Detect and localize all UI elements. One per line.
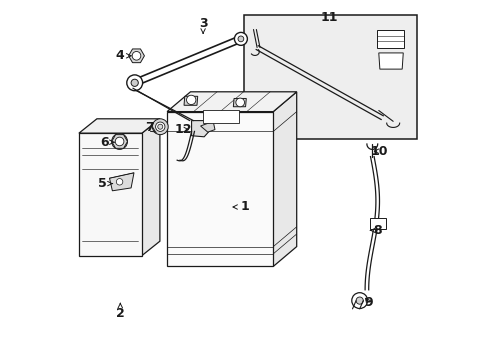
- Text: 1: 1: [232, 201, 248, 213]
- Text: 10: 10: [370, 145, 387, 158]
- Circle shape: [114, 136, 124, 147]
- Circle shape: [155, 122, 164, 131]
- Circle shape: [115, 137, 123, 146]
- Circle shape: [111, 134, 127, 149]
- Polygon shape: [111, 135, 127, 148]
- Text: 11: 11: [320, 11, 337, 24]
- Text: 4: 4: [116, 49, 131, 62]
- Polygon shape: [167, 92, 296, 112]
- Polygon shape: [191, 121, 210, 137]
- Polygon shape: [167, 112, 273, 266]
- Circle shape: [238, 36, 244, 42]
- Circle shape: [131, 79, 138, 86]
- Circle shape: [217, 113, 224, 121]
- Bar: [244, 15, 416, 139]
- Text: 5: 5: [98, 177, 112, 190]
- Text: 12: 12: [174, 123, 192, 136]
- Text: 7: 7: [144, 121, 156, 134]
- Text: 8: 8: [370, 224, 381, 237]
- Polygon shape: [233, 98, 246, 107]
- Polygon shape: [378, 53, 403, 69]
- Text: 9: 9: [364, 296, 372, 309]
- Polygon shape: [376, 30, 403, 48]
- Circle shape: [234, 32, 247, 45]
- Polygon shape: [200, 121, 215, 132]
- Polygon shape: [142, 119, 160, 256]
- Text: 3: 3: [199, 17, 207, 33]
- Polygon shape: [79, 133, 142, 256]
- Circle shape: [132, 51, 141, 60]
- Polygon shape: [109, 173, 134, 191]
- Bar: [203, 111, 239, 123]
- Circle shape: [355, 297, 363, 304]
- Text: 2: 2: [116, 303, 124, 320]
- Polygon shape: [79, 119, 160, 133]
- Polygon shape: [369, 218, 385, 229]
- Circle shape: [235, 98, 244, 107]
- Polygon shape: [273, 92, 296, 266]
- Text: 6: 6: [100, 136, 114, 149]
- Circle shape: [186, 95, 196, 104]
- Circle shape: [126, 75, 142, 91]
- Circle shape: [152, 119, 168, 135]
- Circle shape: [116, 179, 122, 185]
- Polygon shape: [183, 96, 197, 105]
- Polygon shape: [128, 49, 144, 63]
- Circle shape: [158, 124, 163, 129]
- Circle shape: [351, 293, 367, 309]
